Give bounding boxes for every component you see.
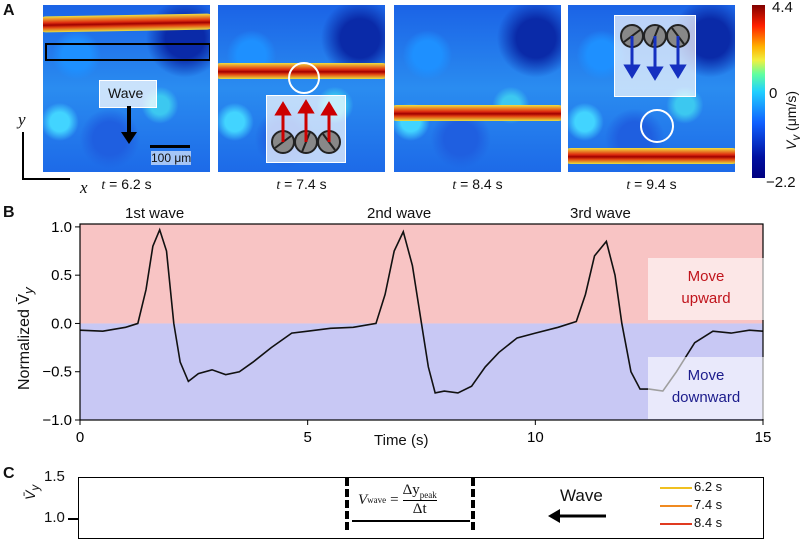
- x-tick-label: 10: [527, 429, 544, 446]
- y-tick-label: −0.5: [42, 364, 72, 381]
- wave-label: Wave: [108, 85, 144, 101]
- plot-frame: [79, 223, 764, 421]
- c-tick-mark: [68, 518, 78, 520]
- legend-c: 6.2 s 7.4 s 8.4 s: [660, 478, 722, 532]
- c-ytick: 1.5: [44, 468, 65, 485]
- axis-y-label: y: [18, 110, 26, 129]
- y-tick-label: 0.0: [51, 315, 72, 332]
- arrow-head-icon: [121, 132, 137, 144]
- zoom-circle: [288, 62, 320, 94]
- panel-label-c: C: [3, 465, 15, 482]
- panel-label-a: A: [3, 2, 15, 19]
- down-arrow-icon: [127, 106, 131, 134]
- annotation-2nd-wave: 2nd wave: [367, 205, 432, 222]
- panel-label-b: B: [3, 204, 15, 221]
- x-axis-label: Time (s): [374, 432, 429, 449]
- axis-y-arrow: [22, 132, 24, 180]
- annotation-3rd-wave: 3rd wave: [570, 205, 631, 222]
- c-ytick: 1.0: [44, 509, 65, 526]
- time-label-3: t = 8.4 s: [452, 176, 503, 193]
- up-arrows-icon: [274, 99, 338, 142]
- wave-label-c: Wave: [560, 486, 603, 505]
- time-label-1: t = 6.2 s: [101, 176, 152, 193]
- down-arrows-icon: [623, 36, 687, 81]
- axis-x-arrow: [22, 178, 70, 180]
- dashed-line-right: [471, 478, 475, 530]
- y-tick-label: −1.0: [42, 412, 72, 429]
- heatmap-frame-4: [568, 5, 735, 172]
- roi-box: [45, 43, 210, 61]
- legend-item: 6.2 s: [660, 478, 722, 496]
- heatmap-frame-3: [394, 5, 561, 172]
- x-tick-label: 0: [76, 429, 84, 446]
- annotation-1st-wave: 1st wave: [125, 205, 185, 222]
- colorbar-mid: 0: [769, 85, 778, 102]
- cilia-icon: [271, 99, 341, 154]
- region-label-downward: Move downward: [648, 357, 764, 419]
- y-tick-label: 1.0: [51, 219, 72, 236]
- region-label-upward: Move upward: [648, 258, 764, 320]
- x-tick-label: 5: [303, 429, 311, 446]
- colorbar: [752, 5, 765, 178]
- scale-bar: [150, 145, 190, 148]
- cilia-inset: [266, 95, 346, 163]
- c-y-label: V̄y: [22, 484, 42, 500]
- left-arrow-icon: [548, 509, 606, 523]
- cilia-icon: [620, 24, 690, 81]
- zoom-circle: [640, 109, 674, 143]
- velocity-band: [394, 105, 561, 121]
- delta-arrow: [352, 520, 470, 522]
- dashed-line-left: [345, 478, 349, 530]
- colorbar-min: −2.2: [766, 174, 796, 191]
- colorbar-max: 4.4: [772, 0, 793, 16]
- time-label-4: t = 9.4 s: [626, 176, 677, 193]
- heatmap-frame-1: Wave 100 μm: [43, 5, 210, 172]
- cilia-inset: [614, 15, 696, 97]
- x-tick-label: 15: [755, 429, 772, 446]
- scale-bar-label: 100 μm: [151, 151, 192, 165]
- legend-item: 7.4 s: [660, 496, 722, 514]
- axis-x-label: x: [80, 178, 88, 197]
- velocity-trace: [79, 227, 764, 394]
- velocity-band: [568, 148, 735, 164]
- time-label-2: t = 7.4 s: [276, 176, 327, 193]
- y-tick-label: 0.5: [51, 267, 72, 284]
- heatmap-frame-2: [218, 5, 385, 172]
- legend-item: 8.4 s: [660, 514, 722, 532]
